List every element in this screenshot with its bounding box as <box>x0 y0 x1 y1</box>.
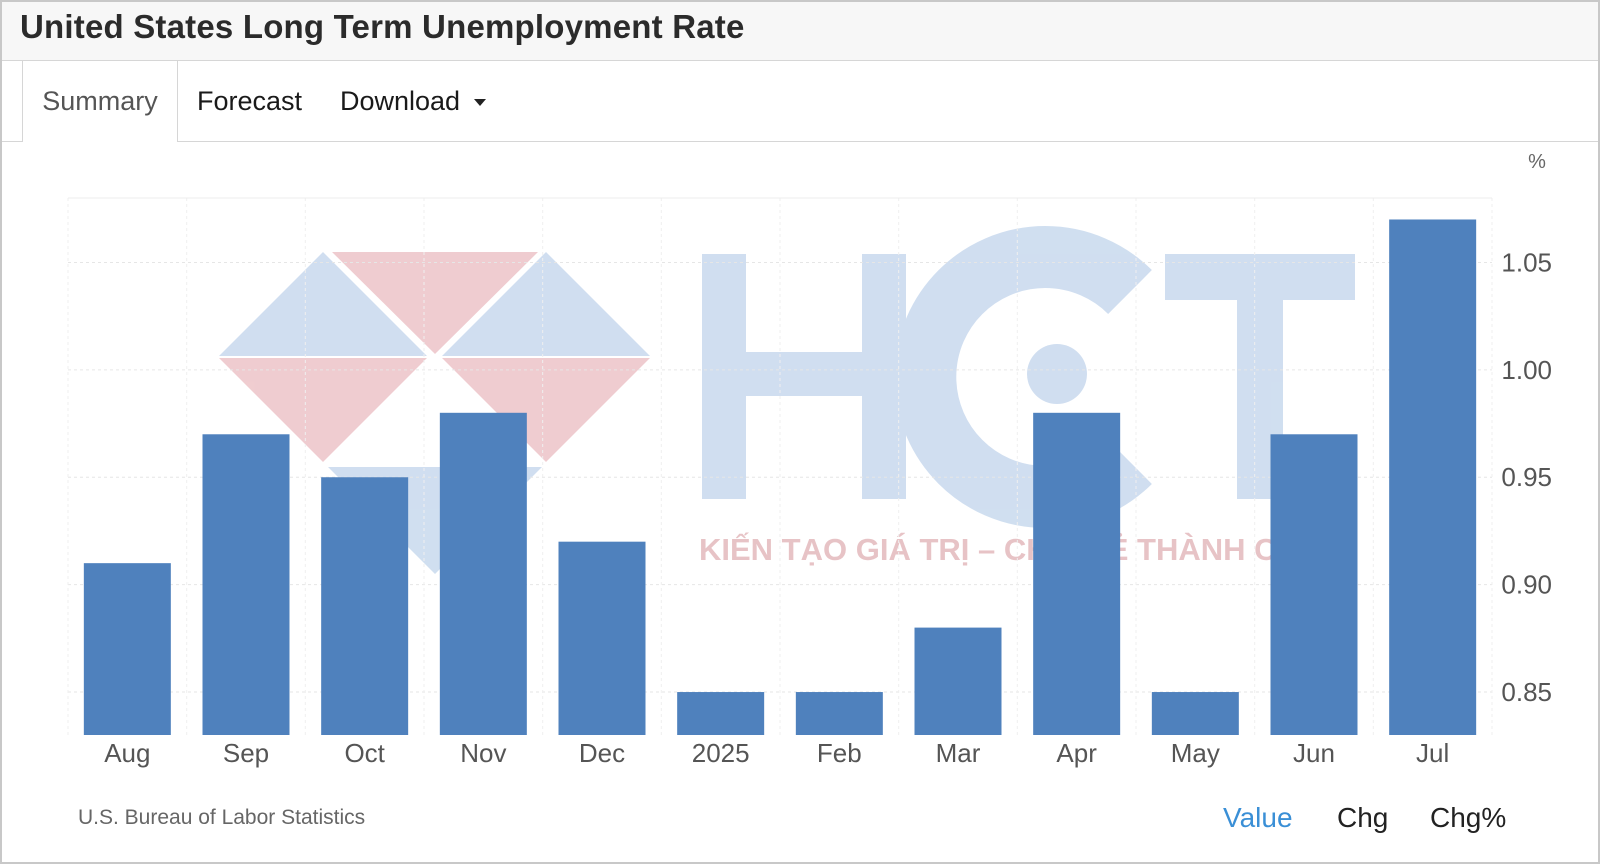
bar-chart: KIẾN TẠO GIÁ TRỊ – CHIA SẺ THÀNH CÔNG Au… <box>67 151 1552 768</box>
x-tick-label: Oct <box>344 738 385 768</box>
page-title: United States Long Term Unemployment Rat… <box>20 8 745 45</box>
value-toggle[interactable]: Value <box>1223 802 1293 833</box>
bar-sep[interactable] <box>202 434 290 735</box>
tab-download-label: Download <box>340 86 461 116</box>
bar-jul[interactable] <box>1389 219 1477 736</box>
change-toggle[interactable]: Chg <box>1337 802 1389 833</box>
x-tick-label: May <box>1171 738 1220 768</box>
y-tick-label: 0.95 <box>1501 462 1552 492</box>
x-tick-label: 2025 <box>692 738 750 768</box>
y-tick-label: 1.00 <box>1501 355 1552 385</box>
bar-aug[interactable] <box>83 563 171 735</box>
tab-summary[interactable]: Summary <box>22 61 178 142</box>
x-tick-label: Mar <box>936 738 981 768</box>
y-axis-unit: % <box>1528 151 1546 173</box>
x-tick-label: Jul <box>1416 738 1449 768</box>
tab-forecast[interactable]: Forecast <box>197 86 303 116</box>
bar-2025[interactable] <box>677 692 765 735</box>
chart-bars <box>83 219 1477 736</box>
watermark-tagline: KIẾN TẠO GIÁ TRỊ – CHIA SẺ THÀNH CÔNG <box>699 531 1347 567</box>
title-bar: United States Long Term Unemployment Rat… <box>2 2 1598 61</box>
source-note: U.S. Bureau of Labor Statistics <box>78 806 366 829</box>
tab-download[interactable]: Download <box>340 61 487 141</box>
y-axis-labels: 0.85 0.90 0.95 1.00 1.05 <box>1501 247 1552 707</box>
x-tick-label: Nov <box>460 738 506 768</box>
x-tick-label: Feb <box>817 738 862 768</box>
y-tick-label: 0.85 <box>1501 677 1552 707</box>
y-tick-label: 0.90 <box>1501 570 1552 600</box>
bar-may[interactable] <box>1151 692 1239 735</box>
chart-gridlines <box>67 197 1493 735</box>
bar-feb[interactable] <box>795 692 883 735</box>
tab-bar: Summary Forecast Download <box>2 61 1598 142</box>
x-axis-labels: Aug Sep Oct Nov Dec 2025 Feb Mar Apr May Jun Jul <box>104 738 1449 768</box>
y-tick-label: 1.05 <box>1501 247 1552 277</box>
bar-mar[interactable] <box>914 627 1002 735</box>
bar-oct[interactable] <box>321 477 409 735</box>
bar-jun[interactable] <box>1270 434 1358 735</box>
x-tick-label: Dec <box>579 738 625 768</box>
caret-down-icon <box>474 99 487 107</box>
x-tick-label: Sep <box>223 738 269 768</box>
x-tick-label: Apr <box>1056 738 1097 768</box>
bar-nov[interactable] <box>439 412 527 735</box>
x-tick-label: Aug <box>104 738 150 768</box>
change-percent-toggle[interactable]: Chg% <box>1430 802 1507 833</box>
bar-apr[interactable] <box>1033 412 1121 735</box>
x-tick-label: Jun <box>1293 738 1335 768</box>
bar-dec[interactable] <box>558 541 646 735</box>
